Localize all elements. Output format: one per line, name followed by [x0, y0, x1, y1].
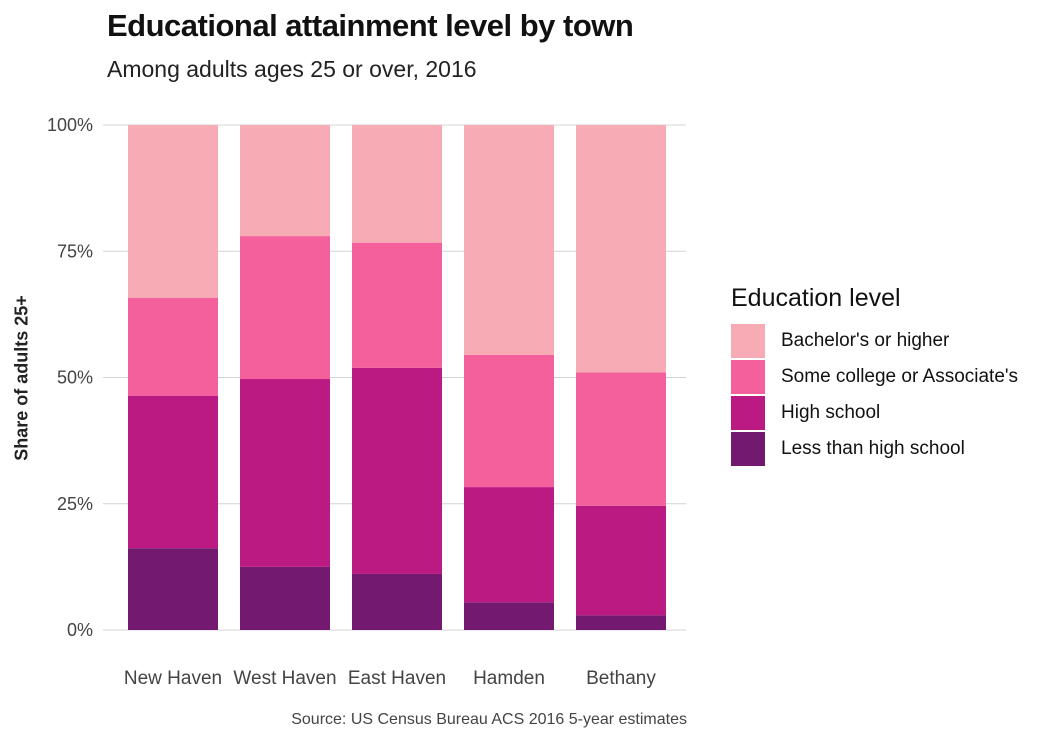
bar-segment [352, 573, 442, 630]
legend-item: Some college or Associate's [731, 359, 1018, 395]
source-caption: Source: US Census Bureau ACS 2016 5-year… [291, 711, 687, 728]
bar-segment [128, 125, 218, 298]
y-tick-label: 100% [47, 115, 93, 135]
legend-swatch [731, 360, 765, 394]
legend-swatch [731, 396, 765, 430]
y-axis-ticks: 0% 25% 50% 75% 100% [47, 115, 93, 640]
bar-segment [352, 367, 442, 574]
bar-segment [128, 297, 218, 396]
x-tick-label: New Haven [124, 668, 222, 689]
bar-segment [576, 615, 666, 630]
legend-swatch [731, 324, 765, 358]
legend-label: High school [781, 402, 881, 423]
legend-swatch [731, 432, 765, 466]
legend-title: Education level [731, 284, 901, 312]
bar-segment [240, 125, 330, 237]
legend-item: Less than high school [731, 431, 1018, 467]
chart-subtitle: Among adults ages 25 or over, 2016 [107, 56, 477, 82]
bar-segment [576, 125, 666, 373]
bars [128, 125, 666, 630]
x-tick-label: West Haven [233, 668, 336, 689]
bar-segment [352, 125, 442, 243]
x-tick-label: Bethany [586, 668, 656, 689]
bar-segment [352, 242, 442, 368]
bar-segment [464, 487, 554, 603]
x-tick-label: East Haven [348, 668, 446, 689]
legend-item: Bachelor's or higher [731, 323, 1018, 359]
bar-segment [240, 236, 330, 380]
chart-title: Educational attainment level by town [107, 8, 634, 43]
legend-label: Less than high school [781, 438, 965, 459]
legend-label: Some college or Associate's [781, 366, 1019, 387]
bar-segment [464, 354, 554, 488]
legend-item: High school [731, 395, 1018, 431]
bar-segment [576, 372, 666, 506]
x-tick-label: Hamden [473, 668, 545, 689]
bar-segment [240, 566, 330, 630]
bar-segment [128, 395, 218, 549]
y-tick-label: 25% [57, 494, 93, 514]
legend-items: Bachelor's or higher Some college or Asso… [731, 323, 1018, 467]
bar-segment [240, 379, 330, 567]
y-tick-label: 50% [57, 368, 93, 388]
legend: Education level Bachelor's or higher Some… [731, 284, 1018, 467]
bar-segment [128, 548, 218, 630]
bar-segment [464, 125, 554, 355]
bar-segment [576, 505, 666, 616]
y-tick-label: 0% [67, 620, 93, 640]
x-axis-ticks: New Haven West Haven East Haven Hamden Betha… [124, 668, 656, 689]
y-tick-label: 75% [57, 241, 93, 261]
bar-segment [464, 602, 554, 630]
legend-label: Bachelor's or higher [781, 330, 950, 351]
